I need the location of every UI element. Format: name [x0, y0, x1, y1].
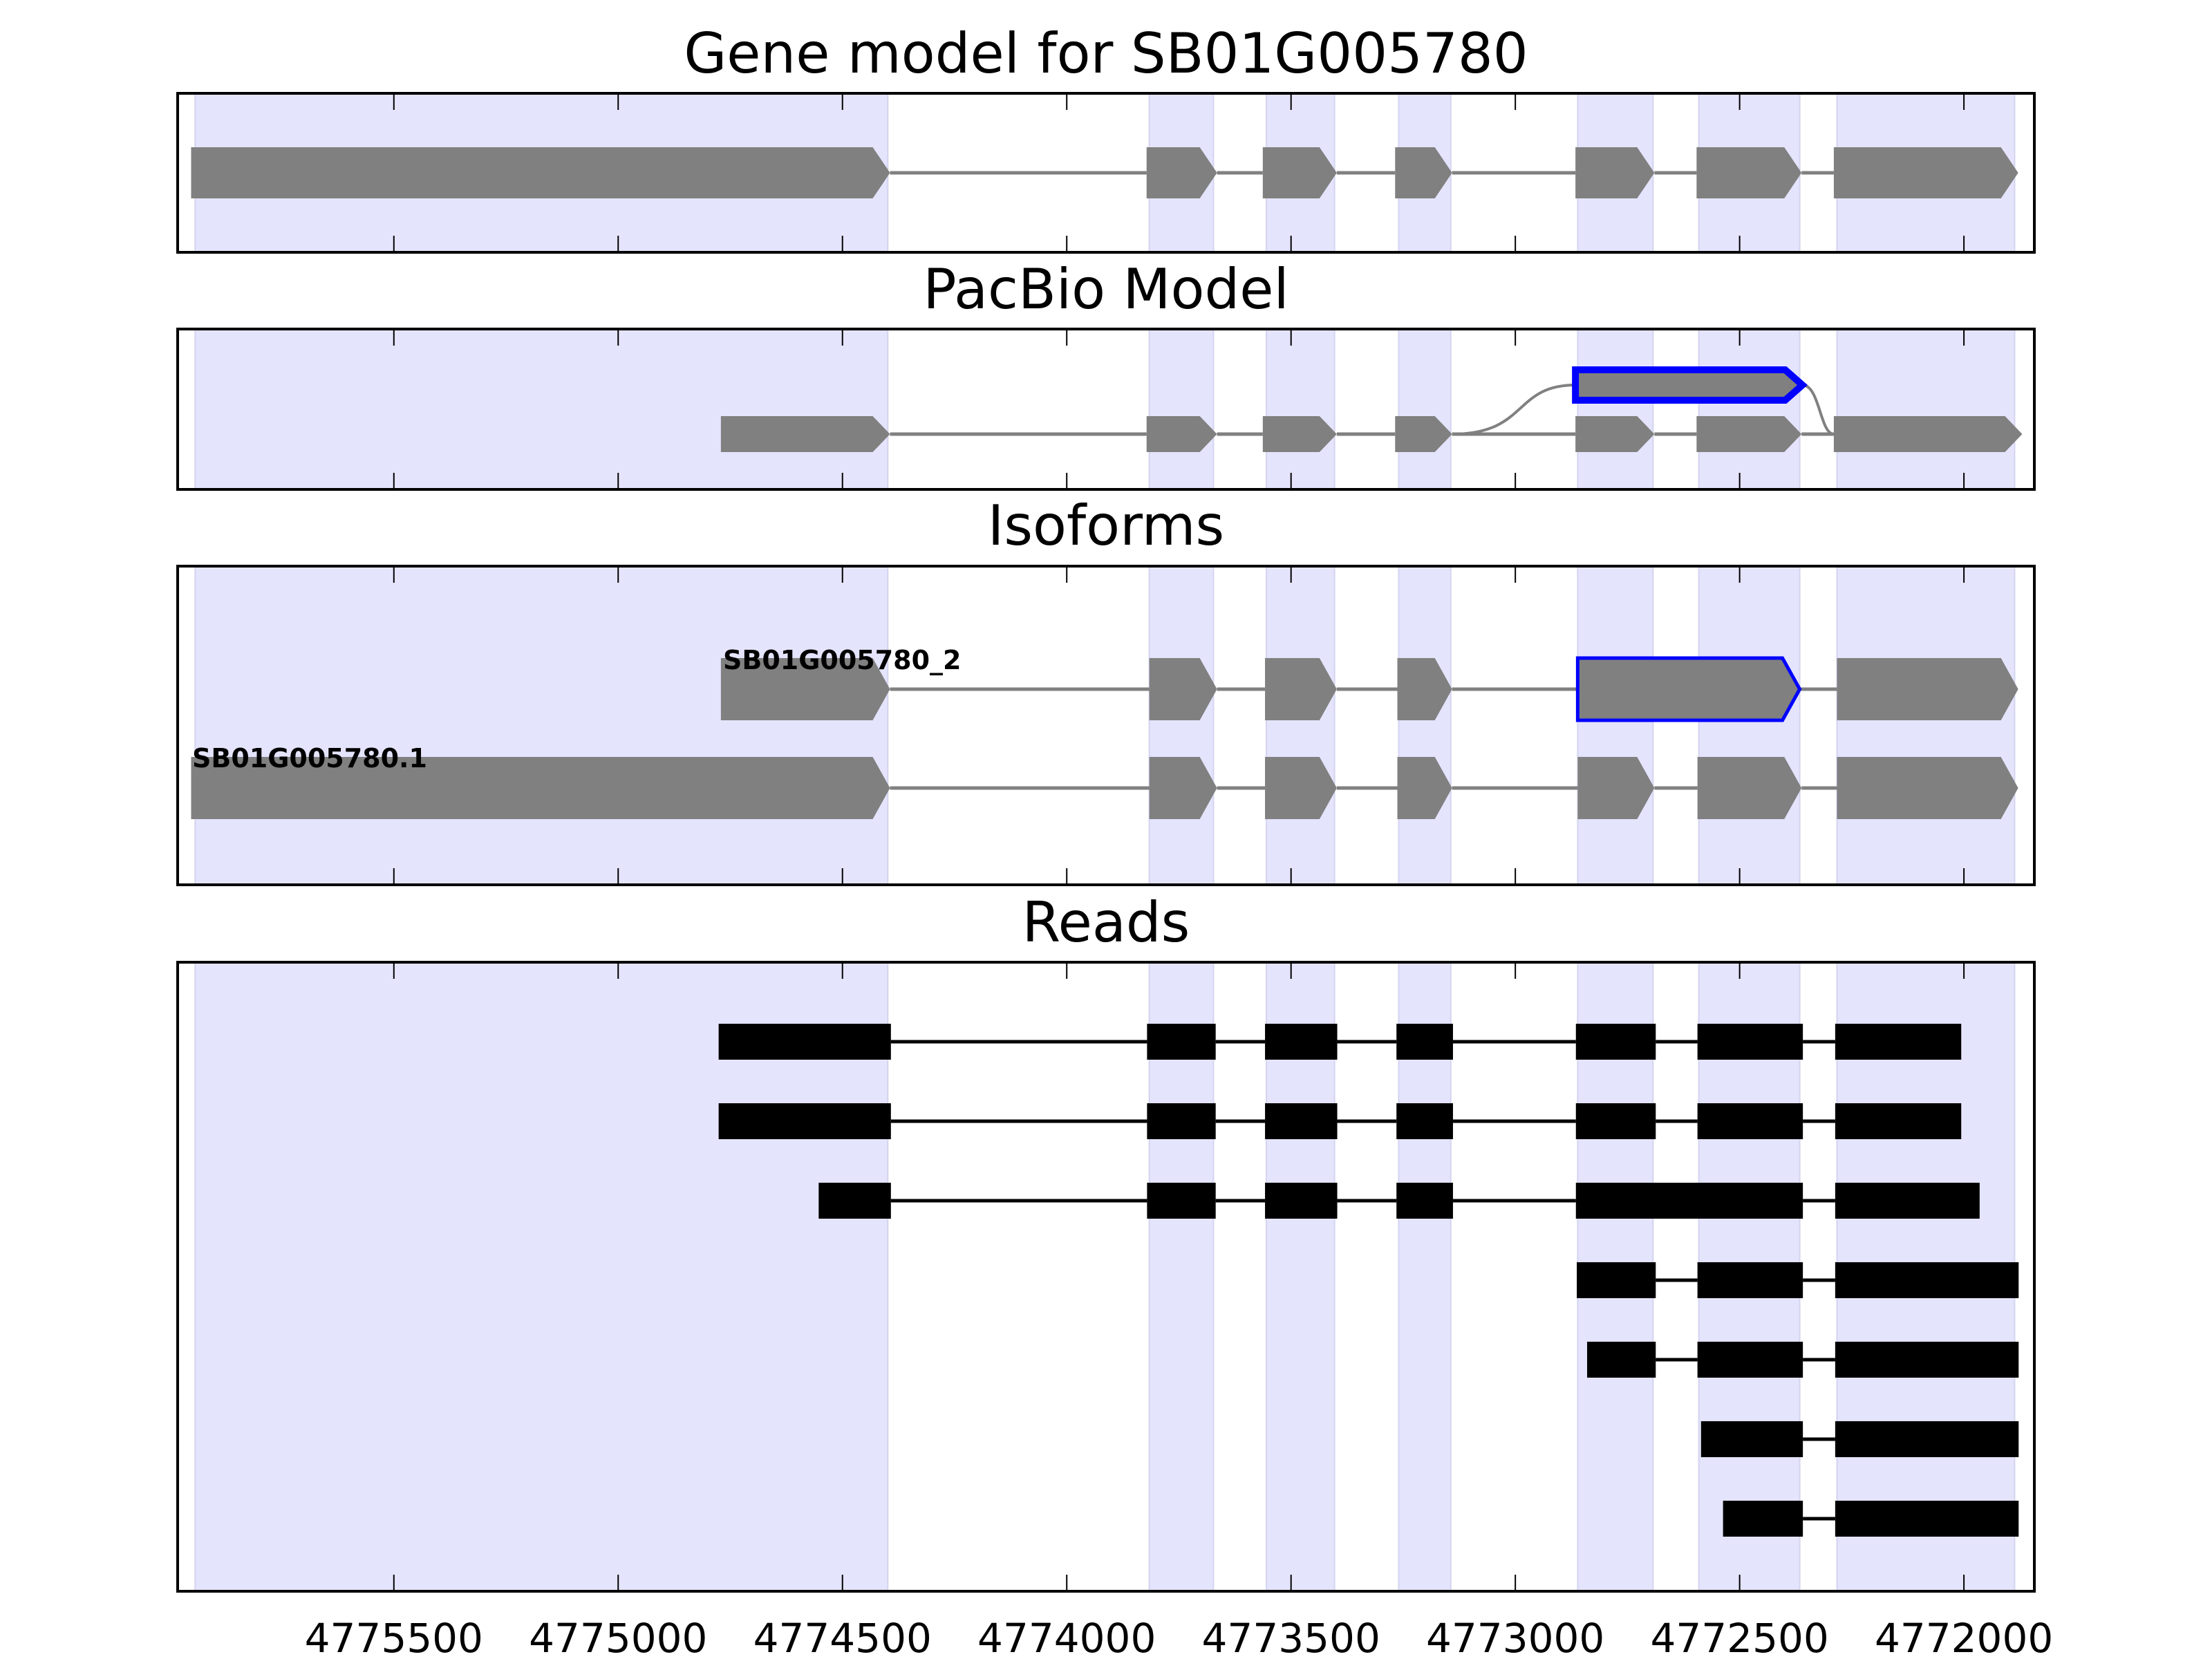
panel-title-isoforms: Isoforms	[988, 494, 1224, 558]
panel-title-gene-model: Gene model for SB01G005780	[684, 21, 1528, 86]
read-block	[1835, 1024, 1962, 1060]
read-block	[1396, 1183, 1453, 1219]
read-block	[1700, 1421, 1803, 1457]
isoform-label: SB01G005780_2	[723, 645, 962, 675]
splice-curve	[1452, 384, 1576, 435]
exon-arrow	[1577, 757, 1655, 819]
read-block	[1147, 1183, 1216, 1219]
exon-arrow	[1146, 147, 1217, 198]
read-block	[1577, 1262, 1656, 1298]
exon-arrow	[1149, 757, 1217, 819]
x-tick-label: 4772500	[1650, 1615, 1828, 1659]
exon-shading-band	[194, 328, 889, 490]
read-block	[1723, 1501, 1803, 1537]
exon-arrow	[1575, 147, 1655, 198]
exon-shading-band	[1265, 565, 1335, 885]
exon-arrow	[1833, 416, 2023, 452]
read-block	[718, 1103, 891, 1139]
exon-arrow	[191, 757, 890, 819]
exon-arrow	[1575, 416, 1655, 452]
exon-arrow	[1833, 147, 2018, 198]
read-block	[1835, 1501, 2019, 1537]
exon-arrow	[1146, 416, 1217, 452]
exon-shading-band	[1577, 328, 1654, 490]
read-block	[1697, 1103, 1803, 1139]
read-block	[1835, 1262, 2019, 1298]
panel-title-pacbio: PacBio Model	[923, 257, 1288, 321]
read-block	[1265, 1103, 1338, 1139]
exon-arrow	[1265, 757, 1337, 819]
exon-arrow	[1696, 416, 1802, 452]
x-tick-label: 4774500	[753, 1615, 932, 1659]
read-block	[1575, 1183, 1803, 1219]
read-block	[1265, 1183, 1338, 1219]
exon-shading-band	[1836, 565, 2016, 885]
read-block	[1575, 1024, 1656, 1060]
read-block	[718, 1024, 891, 1060]
read-block	[1697, 1024, 1803, 1060]
x-tick-label: 4772000	[1875, 1615, 2053, 1659]
exon-arrow	[1397, 757, 1452, 819]
read-block	[1396, 1103, 1453, 1139]
read-block	[1835, 1421, 2019, 1457]
exon-arrow	[1837, 658, 2018, 720]
read-block	[1147, 1024, 1216, 1060]
read-block	[1147, 1103, 1216, 1139]
alternative-exon	[1572, 366, 1808, 404]
exon-shading-band	[1398, 565, 1452, 885]
exon-arrow	[720, 658, 890, 720]
panel-frame	[176, 565, 2036, 886]
exon-shading-band	[194, 565, 889, 885]
isoform-label: SB01G005780.1	[192, 743, 427, 774]
read-block	[1835, 1342, 2019, 1378]
highlighted-exon	[1575, 656, 1802, 722]
x-tick-label: 4773500	[1202, 1615, 1380, 1659]
exon-shading-band	[1698, 328, 1801, 490]
exon-arrow	[1149, 658, 1217, 720]
read-block	[1586, 1342, 1656, 1378]
read-block	[818, 1183, 891, 1219]
exon-arrow	[1395, 147, 1452, 198]
exon-shading-band	[1265, 328, 1335, 490]
exon-arrow	[1697, 757, 1802, 819]
read-block	[1265, 1024, 1338, 1060]
exon-shading-band	[1836, 328, 2016, 490]
x-tick-label: 4773000	[1426, 1615, 1604, 1659]
read-block	[1697, 1342, 1803, 1378]
exon-arrow	[1265, 658, 1337, 720]
x-tick-label: 4775500	[305, 1615, 483, 1659]
read-block	[1835, 1183, 1980, 1219]
splice-curve	[1802, 384, 1835, 435]
exon-arrow	[1262, 147, 1337, 198]
panel-frame	[176, 961, 2036, 1593]
exon-arrow	[1397, 658, 1452, 720]
panel-frame	[176, 92, 2036, 254]
exon-shading-band	[1148, 328, 1215, 490]
exon-arrow	[1696, 147, 1802, 198]
exon-shading-band	[1148, 565, 1215, 885]
exon-shading-band	[1398, 328, 1452, 490]
panel-title-reads: Reads	[1022, 890, 1190, 955]
exon-shading-band	[1698, 565, 1801, 885]
exon-arrow	[720, 416, 890, 452]
exon-arrow	[191, 147, 890, 198]
read-block	[1697, 1262, 1803, 1298]
x-tick-label: 4775000	[529, 1615, 707, 1659]
exon-arrow	[1262, 416, 1337, 452]
read-block	[1575, 1103, 1656, 1139]
read-block	[1835, 1103, 1962, 1139]
exon-arrow	[1395, 416, 1452, 452]
read-block	[1396, 1024, 1453, 1060]
panel-frame	[176, 328, 2036, 491]
exon-shading-band	[1577, 565, 1654, 885]
exon-shading-band	[1398, 962, 1452, 1592]
x-tick-label: 4774000	[977, 1615, 1156, 1659]
exon-arrow	[1837, 757, 2018, 819]
